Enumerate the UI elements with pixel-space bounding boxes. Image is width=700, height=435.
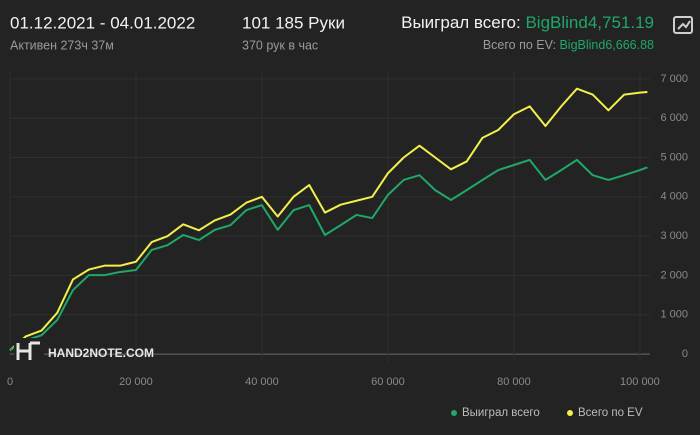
logo <box>16 341 40 360</box>
legend-label: Всего по EV <box>578 407 643 419</box>
icon-line[interactable] <box>677 20 691 30</box>
y-tick-label: 0 <box>682 348 688 360</box>
ev-value: BigBlind6,666.88 <box>559 38 654 52</box>
won-label: Выиграл всего: <box>401 13 521 32</box>
legend-label: Выиграл всего <box>462 407 540 419</box>
hands: 101 185 Руки <box>242 13 345 32</box>
y-tick-label: 5 000 <box>660 151 688 163</box>
series-line <box>9 87 648 351</box>
legend-marker <box>567 410 573 416</box>
y-tick-label: 4 000 <box>660 191 688 203</box>
ev-total: Всего по EV: BigBlind6,666.88 <box>483 38 654 52</box>
watermark: HAND2NOTE.COM <box>14 338 154 364</box>
ev-label: Всего по EV: <box>483 38 556 52</box>
x-tick-label: 20 000 <box>119 376 153 388</box>
active-time: Активен 273ч 37м <box>10 38 114 52</box>
period: 01.12.2021 - 04.01.2022 <box>10 13 195 32</box>
x-tick-label: 0 <box>7 376 13 388</box>
watermark-text: HAND2NOTE.COM <box>48 346 154 360</box>
legend-marker <box>451 410 457 416</box>
hands-rate: 370 рук в час <box>242 38 318 52</box>
y-tick-label: 1 000 <box>660 309 688 321</box>
series-line <box>9 158 648 352</box>
x-tick-label: 40 000 <box>245 376 279 388</box>
x-tick-label: 60 000 <box>371 376 405 388</box>
y-tick-label: 6 000 <box>660 112 688 124</box>
y-tick-label: 7 000 <box>660 73 688 85</box>
x-tick-label: 100 000 <box>620 376 660 388</box>
won-value: BigBlind4,751.19 <box>525 13 654 32</box>
won-total: Выиграл всего: BigBlind4,751.19 <box>401 13 654 32</box>
chart-icon[interactable] <box>673 16 693 34</box>
icon-frame[interactable] <box>673 16 693 34</box>
y-tick-label: 2 000 <box>660 269 688 281</box>
y-tick-label: 3 000 <box>660 230 688 242</box>
x-tick-label: 80 000 <box>497 376 531 388</box>
